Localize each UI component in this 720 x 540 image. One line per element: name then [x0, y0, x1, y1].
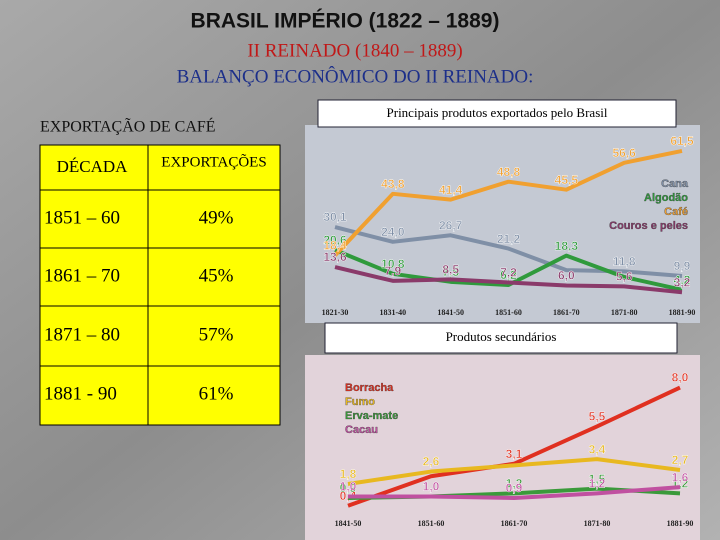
value-label: 7,2	[500, 266, 517, 280]
x-tick-label: 1871-80	[611, 308, 638, 317]
column-header: DÉCADA	[57, 157, 129, 176]
x-tick-label: 1861-70	[501, 519, 528, 528]
series-line	[348, 485, 681, 500]
x-tick-label: 1871-80	[584, 519, 611, 528]
value-label: 6,0	[558, 269, 575, 283]
chart-title-box	[317, 99, 677, 128]
value-label: 5,5	[589, 410, 606, 424]
value-label: 7,9	[384, 264, 401, 278]
legend-entry: Café	[664, 206, 688, 218]
value-label: 3,2	[674, 275, 691, 289]
value-label: 0,9	[340, 481, 357, 495]
value-label: 61,5	[670, 134, 694, 148]
x-tick-label: 1881-90	[667, 519, 694, 528]
legend-entry: Algodão	[644, 192, 688, 204]
value-label: 8,0	[672, 371, 689, 385]
value-label: 11,8	[613, 255, 636, 269]
table-body	[39, 144, 281, 426]
table-cell: 57%	[199, 324, 234, 345]
table-cell: 1881 - 90	[44, 383, 117, 404]
table-cell: 45%	[199, 265, 234, 286]
table-cell: 61%	[199, 383, 234, 404]
value-label: 0,9	[506, 481, 523, 495]
value-label: 13,6	[323, 250, 347, 264]
x-tick-label: 1821-30	[322, 308, 349, 317]
chart-title: Produtos secundários	[446, 329, 557, 344]
series-line	[334, 248, 683, 292]
value-label: 10,8	[381, 257, 405, 271]
chart-panel	[305, 125, 700, 323]
legend-entry: Cana	[661, 178, 689, 190]
column-header: EXPORTAÇÕES	[161, 153, 266, 170]
value-label: 3,1	[506, 447, 523, 461]
value-label: 1,2	[589, 477, 606, 491]
x-tick-label: 1861-70	[553, 308, 580, 317]
value-label: 48,8	[497, 165, 521, 179]
heading: BALANÇO ECONÔMICO DO II REINADO:	[177, 65, 534, 87]
table-cell: 1851 – 60	[44, 207, 120, 228]
value-label: 24,0	[381, 225, 405, 239]
x-tick-label: 1831-40	[379, 308, 406, 317]
value-label: 7,5	[442, 265, 459, 279]
value-label: 2,6	[423, 455, 440, 469]
chart-panel	[305, 355, 700, 540]
legend-entry: Fumo	[345, 396, 375, 408]
series-line	[334, 265, 683, 295]
value-label: 8,5	[442, 263, 459, 277]
x-tick-label: 1841-50	[335, 519, 362, 528]
value-label: 2,7	[672, 453, 689, 467]
table: DÉCADA EXPORTAÇÕES	[39, 144, 281, 426]
value-label: 56,6	[612, 146, 636, 160]
value-label: 1,0	[340, 480, 357, 494]
value-label: 1,5	[589, 472, 606, 486]
value-label: 41,4	[439, 183, 463, 197]
value-label: 45,5	[555, 173, 579, 187]
value-label: 26,7	[439, 218, 463, 232]
series-line	[347, 457, 681, 486]
table-cell: 1871 – 80	[44, 324, 120, 345]
x-tick-label: 1851-60	[418, 519, 445, 528]
value-label: 5,6	[616, 270, 633, 284]
value-label: 9,9	[674, 259, 691, 273]
subtitle: II REINADO (1840 – 1889)	[247, 40, 462, 61]
value-label: 21,2	[497, 232, 521, 246]
value-label: 18,3	[555, 239, 579, 253]
value-label: 43,8	[381, 177, 405, 191]
chart-title-box	[324, 322, 678, 354]
value-label: 6,2	[500, 268, 517, 282]
legend-entry: Erva-mate	[345, 410, 398, 422]
value-label: 1,6	[672, 470, 689, 484]
series-line	[333, 148, 683, 257]
value-label: 3,4	[589, 442, 606, 456]
legend-entry: Couros e peles	[609, 220, 688, 232]
value-label: 1,0	[423, 480, 440, 494]
title: BRASIL IMPÉRIO (1822 – 1889)	[191, 10, 500, 33]
table-cell: 49%	[199, 207, 234, 228]
x-tick-label: 1841-50	[437, 308, 464, 317]
value-label: 18,4	[323, 239, 347, 253]
value-label: 1,2	[506, 477, 523, 491]
value-label: 4,2	[674, 273, 691, 287]
legend-entry: Borracha	[345, 382, 394, 394]
x-tick-label: 1881-90	[669, 308, 696, 317]
series-line	[334, 225, 683, 278]
table-cell: 1861 – 70	[44, 265, 120, 286]
legend-entry: Cacau	[345, 424, 378, 436]
value-label: 20,6	[323, 233, 347, 247]
value-label: 30,1	[323, 210, 347, 224]
value-label: 1,8	[340, 467, 357, 481]
chart-title: Principais produtos exportados pelo Bras…	[387, 105, 608, 120]
table-caption: EXPORTAÇÃO DE CAFÉ	[40, 117, 216, 136]
x-tick-label: 1851-60	[495, 308, 522, 317]
